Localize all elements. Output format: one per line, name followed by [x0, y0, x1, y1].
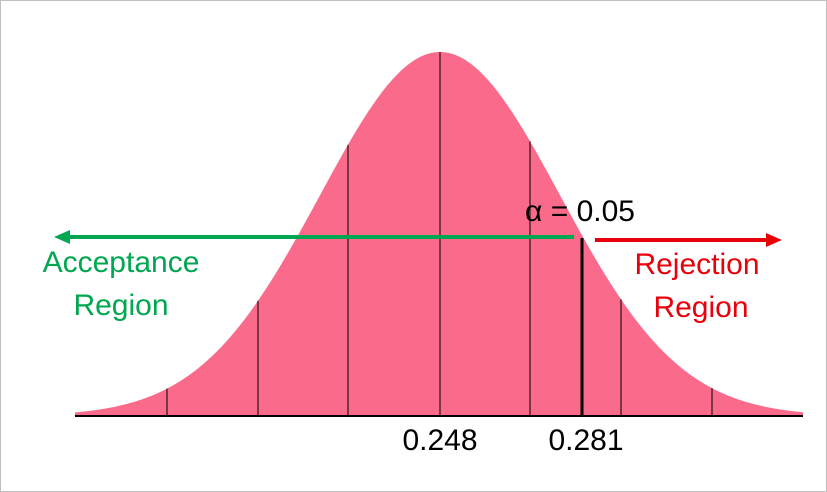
acceptance-label: Acceptance — [43, 246, 200, 279]
rejection-arrowhead — [766, 233, 782, 247]
axis-label: 0.281 — [548, 424, 623, 457]
acceptance-arrowhead — [54, 230, 70, 244]
acceptance-label: Region — [73, 289, 168, 322]
rejection-label: Region — [653, 291, 748, 324]
rejection-label: Rejection — [634, 248, 759, 281]
axis-label: 0.248 — [402, 424, 477, 457]
sigma-lines — [166, 52, 713, 416]
alpha-label: α = 0.05 — [525, 195, 635, 228]
